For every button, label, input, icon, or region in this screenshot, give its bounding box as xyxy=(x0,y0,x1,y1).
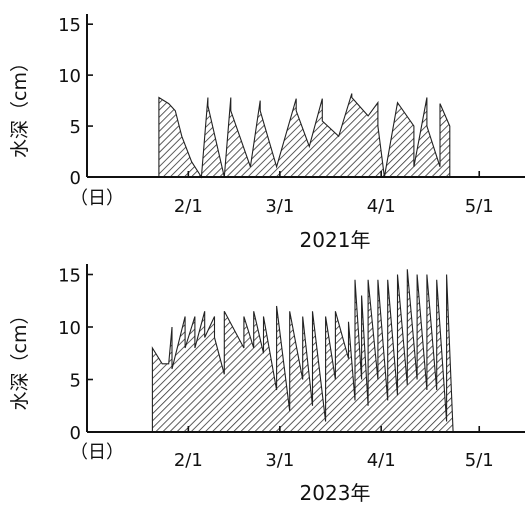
y-tick-label: 10 xyxy=(58,318,81,339)
y-tick-label: 10 xyxy=(58,66,81,87)
x-tick-label: 2/1 xyxy=(174,450,203,471)
chart-panel: 0 5 10 15 2/1 3/1 4/1 5/1 （日） 水深（cm） 2023年 xyxy=(9,264,525,505)
y-axis-label: 水深（cm） xyxy=(9,53,31,158)
x-tick-label: 2/1 xyxy=(174,196,203,217)
depth-area xyxy=(151,269,496,433)
y-tick-label: 5 xyxy=(70,371,81,392)
x-tick-label: 3/1 xyxy=(265,450,294,471)
x-tick-label: 3/1 xyxy=(265,196,294,217)
depth-area xyxy=(158,93,460,179)
y-tick-label: 0 xyxy=(70,423,81,444)
x-tick-label: 4/1 xyxy=(367,196,396,217)
x-unit-label: （日） xyxy=(70,188,124,209)
chart-panel: 0 5 10 15 2/1 3/1 4/1 5/1 （日） 水深（cm） 2021年 xyxy=(9,14,525,252)
year-title: 2023年 xyxy=(300,481,371,505)
y-axis-label: 水深（cm） xyxy=(9,306,31,411)
y-tick-label: 0 xyxy=(70,168,81,189)
y-tick-label: 15 xyxy=(58,15,81,36)
year-title: 2021年 xyxy=(300,228,371,252)
x-tick-label: 5/1 xyxy=(465,196,494,217)
x-unit-label: （日） xyxy=(70,442,124,463)
y-tick-label: 5 xyxy=(70,117,81,138)
y-tick-label: 15 xyxy=(58,266,81,287)
x-tick-label: 4/1 xyxy=(367,450,396,471)
x-tick-label: 5/1 xyxy=(465,450,494,471)
